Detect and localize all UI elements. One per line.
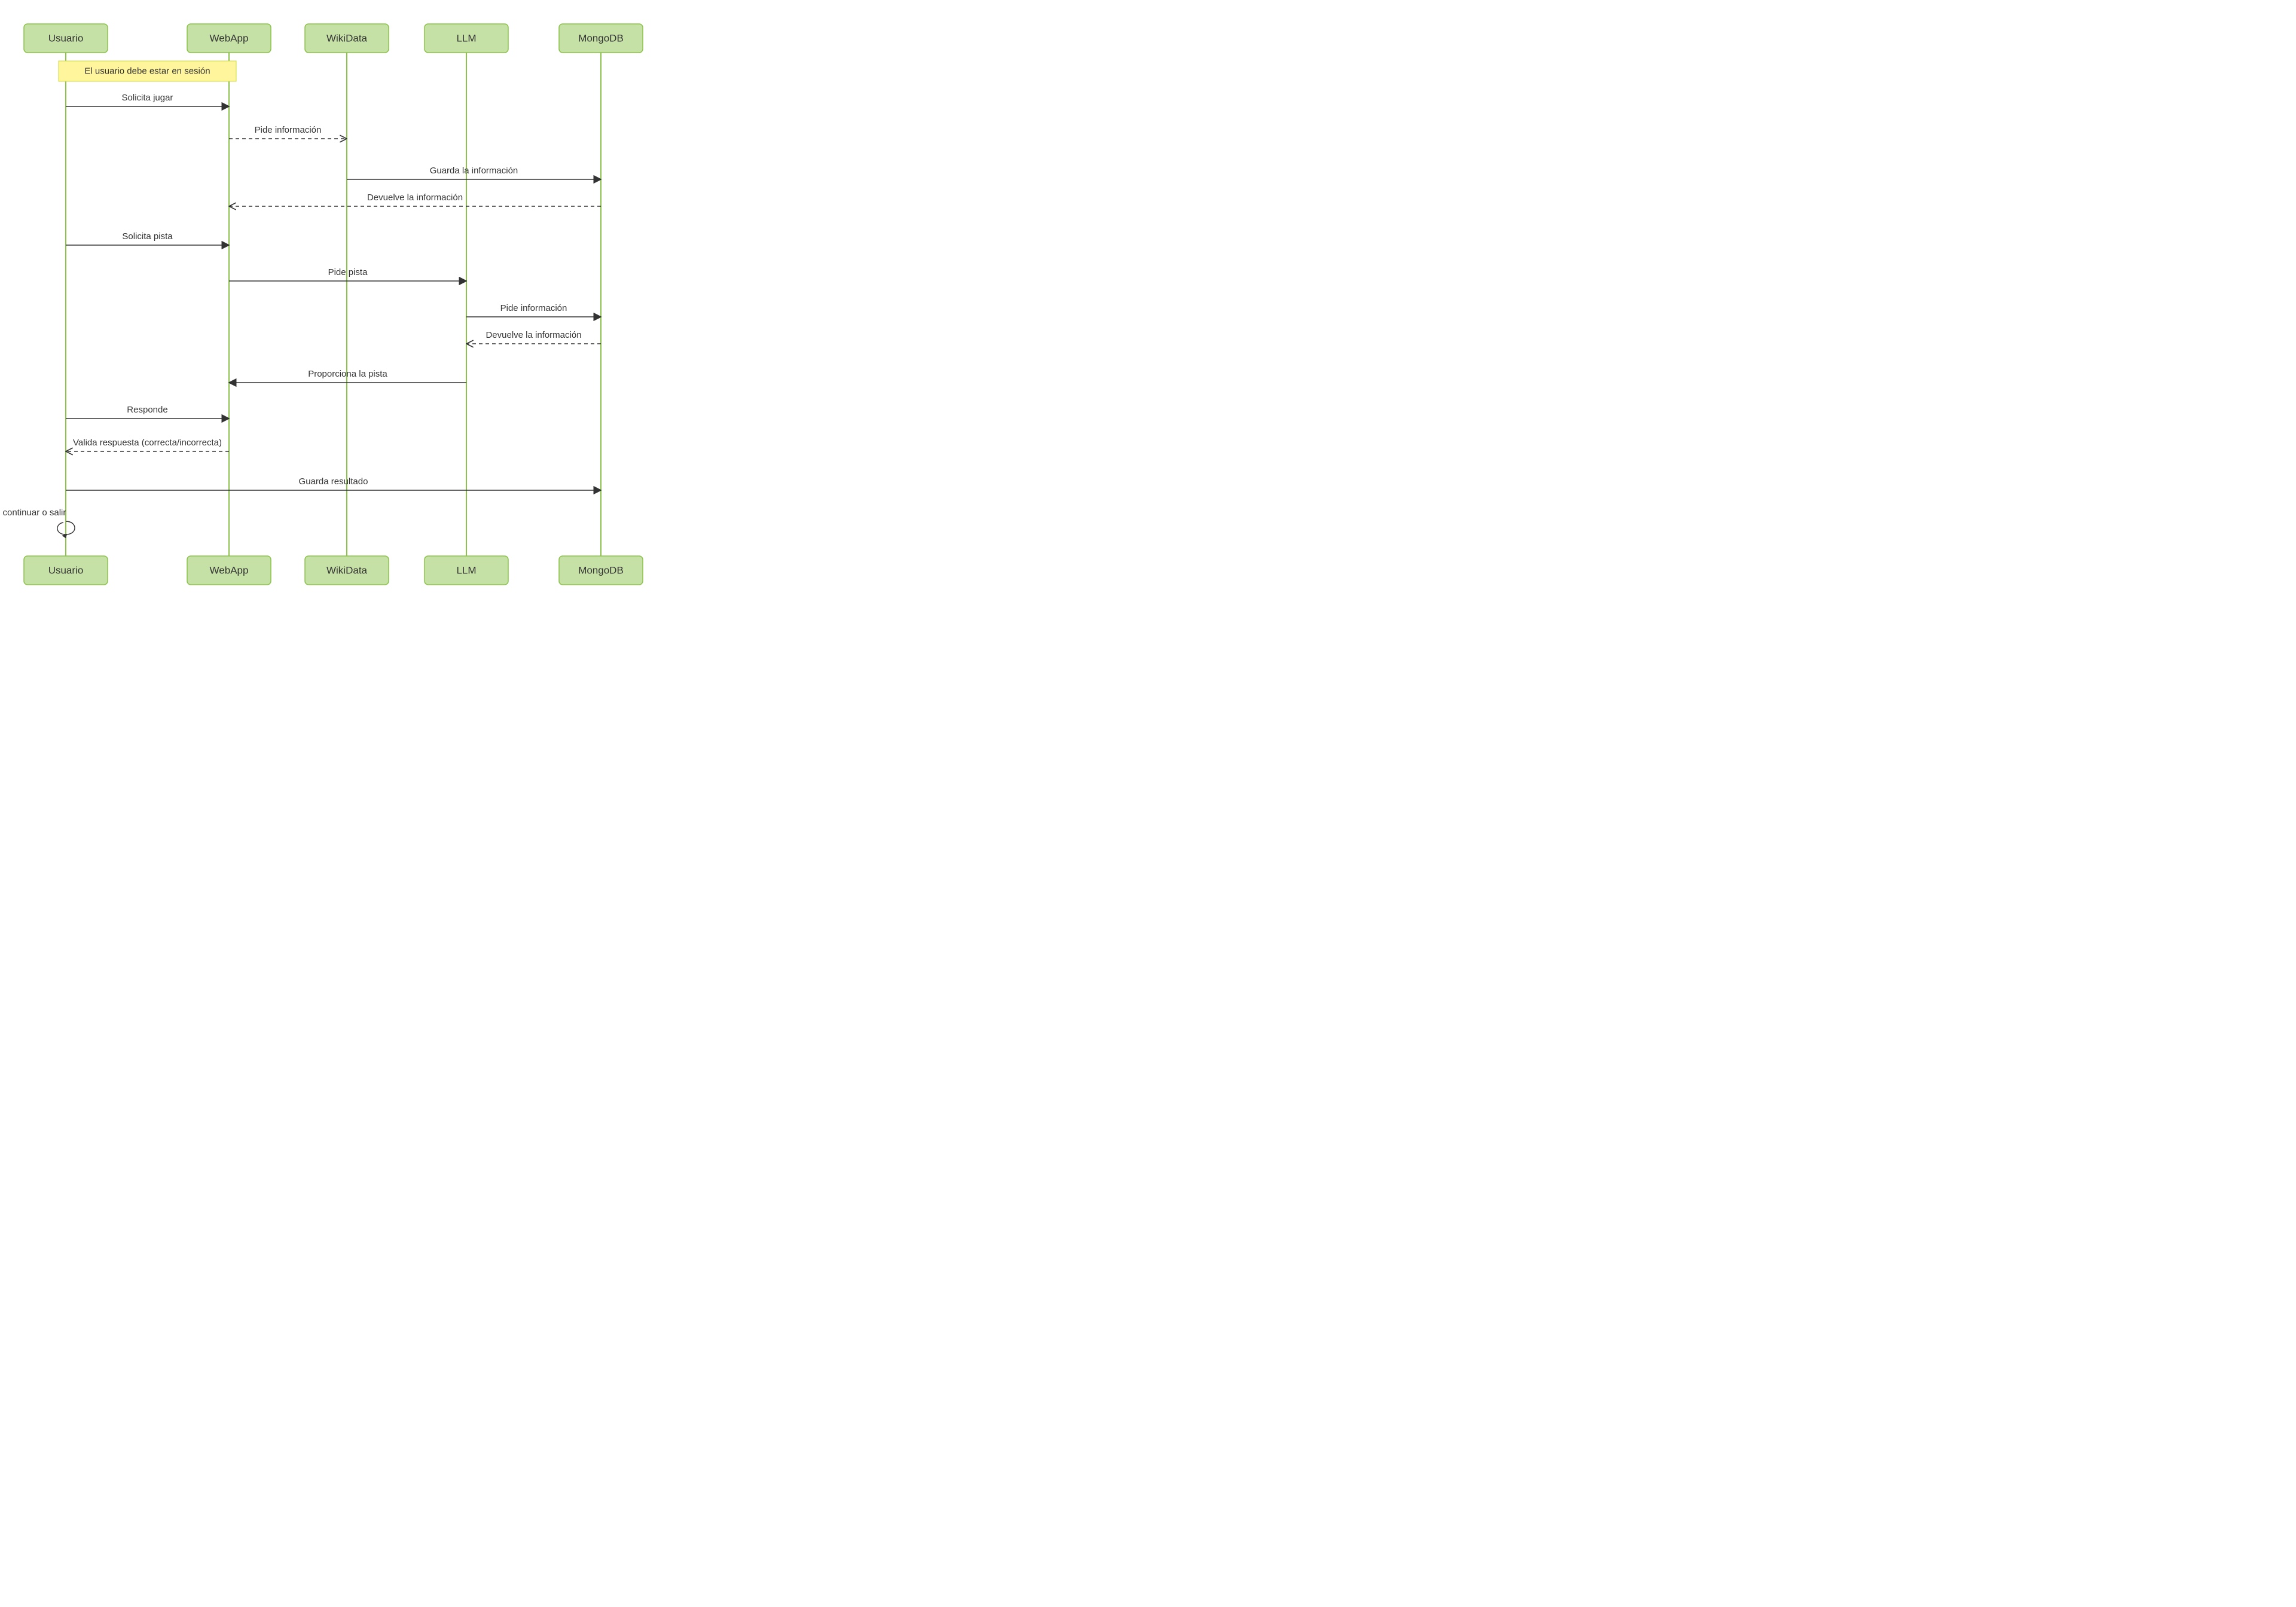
note-session: El usuario debe estar en sesión [59,61,236,81]
message-label: Guarda resultado [299,476,368,487]
message-label: Responde [127,405,167,415]
message-label: Solicita jugar [122,93,173,103]
actor-webapp-top: WebApp [187,24,271,53]
message-0: Solicita jugar [66,93,229,106]
actor-label: Usuario [48,33,84,44]
actor-label: Usuario [48,565,84,576]
message-7: Devuelve la información [466,330,601,344]
message-3: Devuelve la información [229,193,601,206]
actor-label: MongoDB [578,565,624,576]
actor-usuario-top: Usuario [24,24,108,53]
message-label: Devuelve la información [367,193,463,203]
sequence-diagram: Usuario WebApp WikiData LLM MongoDB Usuario We… [0,0,2296,600]
message-5: Pide pista [229,267,466,281]
message-1: Pide información [229,125,347,139]
message-4: Solicita pista [66,231,229,245]
actor-wikidata-bottom: WikiData [305,556,389,585]
message-8: Proporciona la pista [229,369,466,383]
message-label: Pide información [500,303,567,313]
message-label: Solicita pista [122,231,173,242]
actor-wikidata-top: WikiData [305,24,389,53]
self-message-label: Decide continuar o salir [0,508,66,518]
message-2: Guarda la información [347,166,601,179]
actor-webapp-bottom: WebApp [187,556,271,585]
self-message: Decide continuar o salir [0,508,75,538]
note-text: El usuario debe estar en sesión [84,66,210,77]
message-label: Proporciona la pista [308,369,387,379]
message-label: Pide información [255,125,322,135]
message-label: Pide pista [328,267,368,277]
actor-label: WebApp [210,33,249,44]
message-label: Valida respuesta (correcta/incorrecta) [73,438,222,448]
actor-mongodb-bottom: MongoDB [559,556,643,585]
actor-label: MongoDB [578,33,624,44]
actor-label: WikiData [326,33,368,44]
message-11: Guarda resultado [66,476,601,490]
message-9: Responde [66,405,229,418]
actor-llm-top: LLM [425,24,508,53]
actor-label: WikiData [326,565,368,576]
actor-label: LLM [456,565,476,576]
actor-usuario-bottom: Usuario [24,556,108,585]
message-6: Pide información [466,303,601,317]
message-10: Valida respuesta (correcta/incorrecta) [66,438,229,451]
actor-llm-bottom: LLM [425,556,508,585]
actor-label: WebApp [210,565,249,576]
actor-mongodb-top: MongoDB [559,24,643,53]
message-label: Devuelve la información [486,330,581,340]
actor-label: LLM [456,33,476,44]
message-label: Guarda la información [430,166,518,176]
